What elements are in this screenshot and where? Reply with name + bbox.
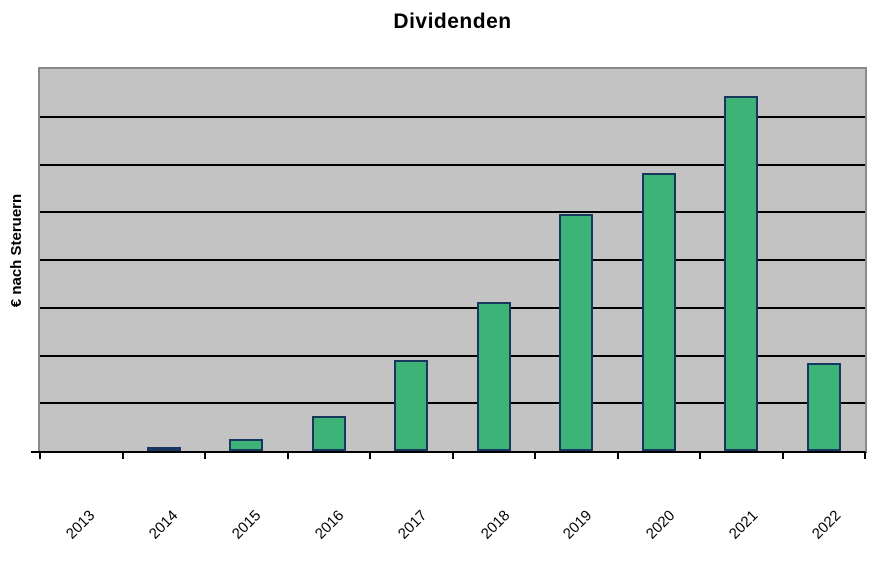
bar-2014 [146, 447, 181, 451]
x-axis-tick [369, 453, 371, 459]
x-axis-label-2015: 2015 [228, 507, 265, 543]
bar-2020 [641, 173, 676, 451]
bar-2018 [476, 302, 511, 451]
x-axis-tick [781, 453, 784, 459]
x-axis-tick [534, 453, 536, 459]
bar-2017 [394, 360, 429, 451]
gridline [40, 402, 865, 405]
gridline [40, 163, 865, 166]
plot-area [31, 67, 867, 459]
bar-2016 [311, 416, 346, 451]
x-axis-tick [286, 453, 289, 459]
y-axis-label: € nach Steruern [8, 193, 26, 307]
bar-2019 [559, 214, 594, 451]
x-axis-tick [121, 453, 124, 459]
x-axis-label-2017: 2017 [394, 507, 431, 543]
x-axis-label-2014: 2014 [145, 507, 182, 543]
x-axis-label-2018: 2018 [477, 507, 513, 543]
x-axis-label-2019: 2019 [560, 507, 596, 543]
bar-2022 [806, 363, 841, 451]
x-axis-label-2016: 2016 [311, 507, 348, 543]
x-axis-left-overhang [31, 451, 40, 453]
bar-2015 [229, 439, 264, 451]
gridline [40, 306, 865, 309]
x-axis-label-2013: 2013 [62, 507, 99, 543]
x-axis-tick [699, 453, 701, 459]
y-axis-label-container: € nach Steruern [0, 57, 36, 443]
gridline [40, 115, 865, 118]
x-axis-tick [616, 453, 619, 459]
bar-2021 [724, 96, 759, 451]
x-axis-label-2020: 2020 [643, 507, 679, 543]
x-axis-tick [204, 453, 206, 459]
chart-title: Dividenden [393, 10, 512, 33]
gridline [40, 211, 865, 214]
x-axis-tick [451, 453, 454, 459]
x-axis-label-2021: 2021 [726, 507, 762, 543]
x-axis-tick [39, 453, 41, 459]
gridline [40, 354, 865, 357]
x-axis-tick [864, 453, 866, 459]
gridline [40, 259, 865, 261]
x-axis-label-2022: 2022 [808, 507, 845, 543]
